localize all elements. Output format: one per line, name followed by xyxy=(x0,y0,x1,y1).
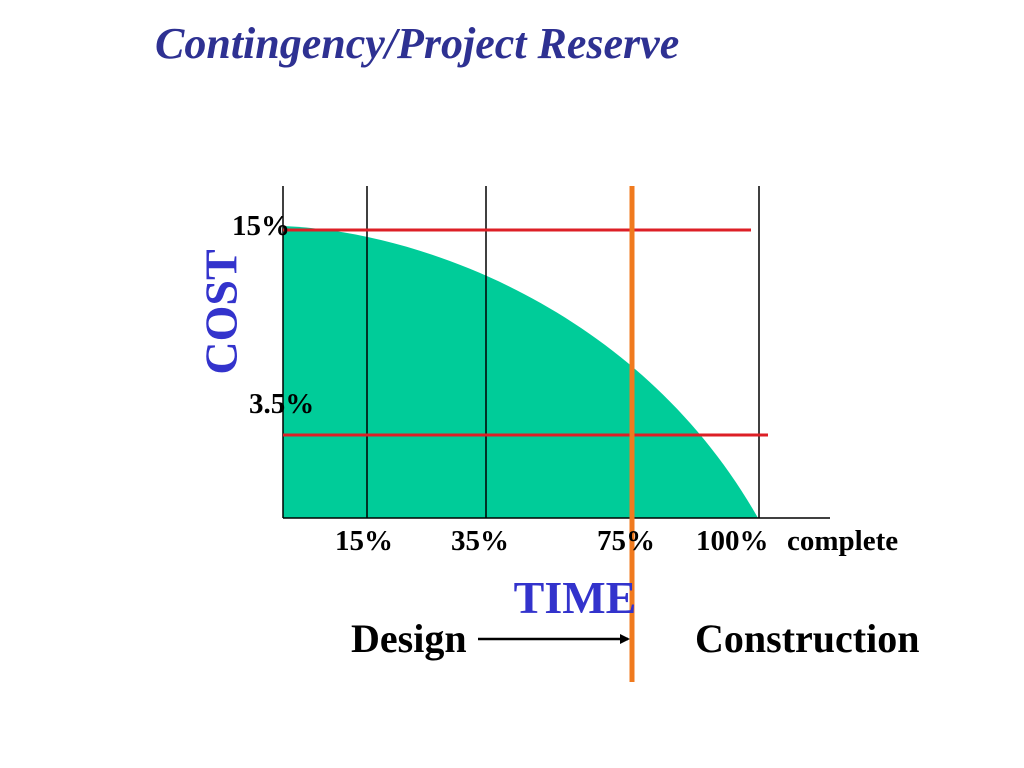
x-tick-75: 75% xyxy=(597,525,655,557)
x-axis-label: TIME xyxy=(514,572,637,623)
contingency-area xyxy=(283,226,758,518)
x-tick-15: 15% xyxy=(335,525,393,557)
x-tick-35: 35% xyxy=(451,525,509,557)
phase-construction: Construction xyxy=(695,616,919,661)
y-tick-15: 15% xyxy=(232,210,290,242)
y-axis-label: COST xyxy=(196,249,247,374)
slide-title: Contingency/Project Reserve xyxy=(155,19,680,68)
y-tick-3-5: 3.5% xyxy=(249,388,314,420)
x-tick-100: 100% xyxy=(696,525,769,557)
phase-design: Design xyxy=(351,616,467,661)
x-axis-suffix: complete xyxy=(787,525,898,557)
